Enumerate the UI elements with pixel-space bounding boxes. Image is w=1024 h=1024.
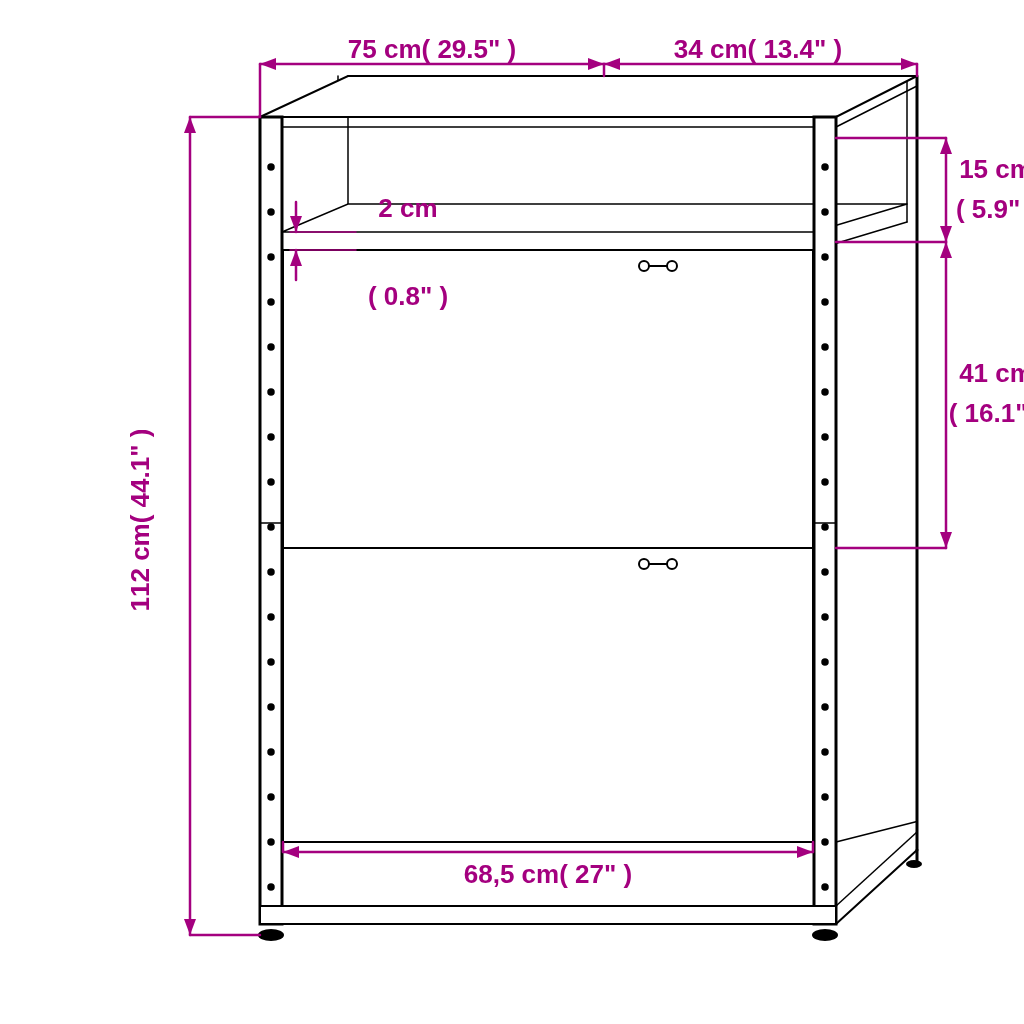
svg-point-39 (823, 210, 828, 215)
svg-rect-17 (260, 117, 282, 924)
svg-marker-87 (940, 226, 952, 242)
svg-line-58 (836, 822, 917, 843)
svg-point-37 (269, 885, 274, 890)
svg-line-59 (836, 850, 917, 924)
svg-marker-76 (604, 58, 620, 70)
svg-rect-61 (283, 250, 813, 548)
svg-point-35 (269, 795, 274, 800)
svg-point-29 (269, 525, 274, 530)
svg-point-51 (823, 750, 828, 755)
svg-point-45 (823, 480, 828, 485)
svg-point-38 (823, 165, 828, 170)
svg-line-60 (836, 832, 917, 906)
svg-point-48 (823, 615, 828, 620)
svg-point-28 (269, 480, 274, 485)
svg-point-31 (269, 615, 274, 620)
svg-point-21 (269, 165, 274, 170)
svg-point-56 (258, 929, 284, 941)
svg-point-33 (269, 705, 274, 710)
svg-point-50 (823, 705, 828, 710)
svg-point-54 (823, 885, 828, 890)
svg-rect-18 (814, 117, 836, 924)
svg-marker-81 (184, 117, 196, 133)
svg-point-40 (823, 255, 828, 260)
svg-point-23 (269, 255, 274, 260)
svg-point-44 (823, 435, 828, 440)
svg-marker-92 (940, 532, 952, 548)
svg-point-46 (823, 525, 828, 530)
svg-marker-102 (797, 846, 813, 858)
svg-point-36 (269, 840, 274, 845)
svg-point-3 (906, 860, 922, 868)
svg-point-43 (823, 390, 828, 395)
svg-rect-55 (260, 906, 836, 924)
svg-point-49 (823, 660, 828, 665)
svg-point-27 (269, 435, 274, 440)
svg-rect-62 (283, 548, 813, 842)
svg-point-57 (812, 929, 838, 941)
svg-point-41 (823, 300, 828, 305)
svg-point-34 (269, 750, 274, 755)
svg-marker-72 (260, 58, 276, 70)
svg-point-30 (269, 570, 274, 575)
svg-point-25 (269, 345, 274, 350)
svg-marker-73 (588, 58, 604, 70)
svg-point-26 (269, 390, 274, 395)
svg-marker-82 (184, 919, 196, 935)
svg-point-52 (823, 795, 828, 800)
svg-point-24 (269, 300, 274, 305)
svg-marker-101 (283, 846, 299, 858)
svg-point-32 (269, 660, 274, 665)
svg-point-22 (269, 210, 274, 215)
svg-marker-6 (260, 76, 917, 117)
svg-marker-77 (901, 58, 917, 70)
svg-marker-86 (940, 138, 952, 154)
svg-marker-91 (940, 242, 952, 258)
svg-point-42 (823, 345, 828, 350)
svg-point-47 (823, 570, 828, 575)
svg-point-53 (823, 840, 828, 845)
